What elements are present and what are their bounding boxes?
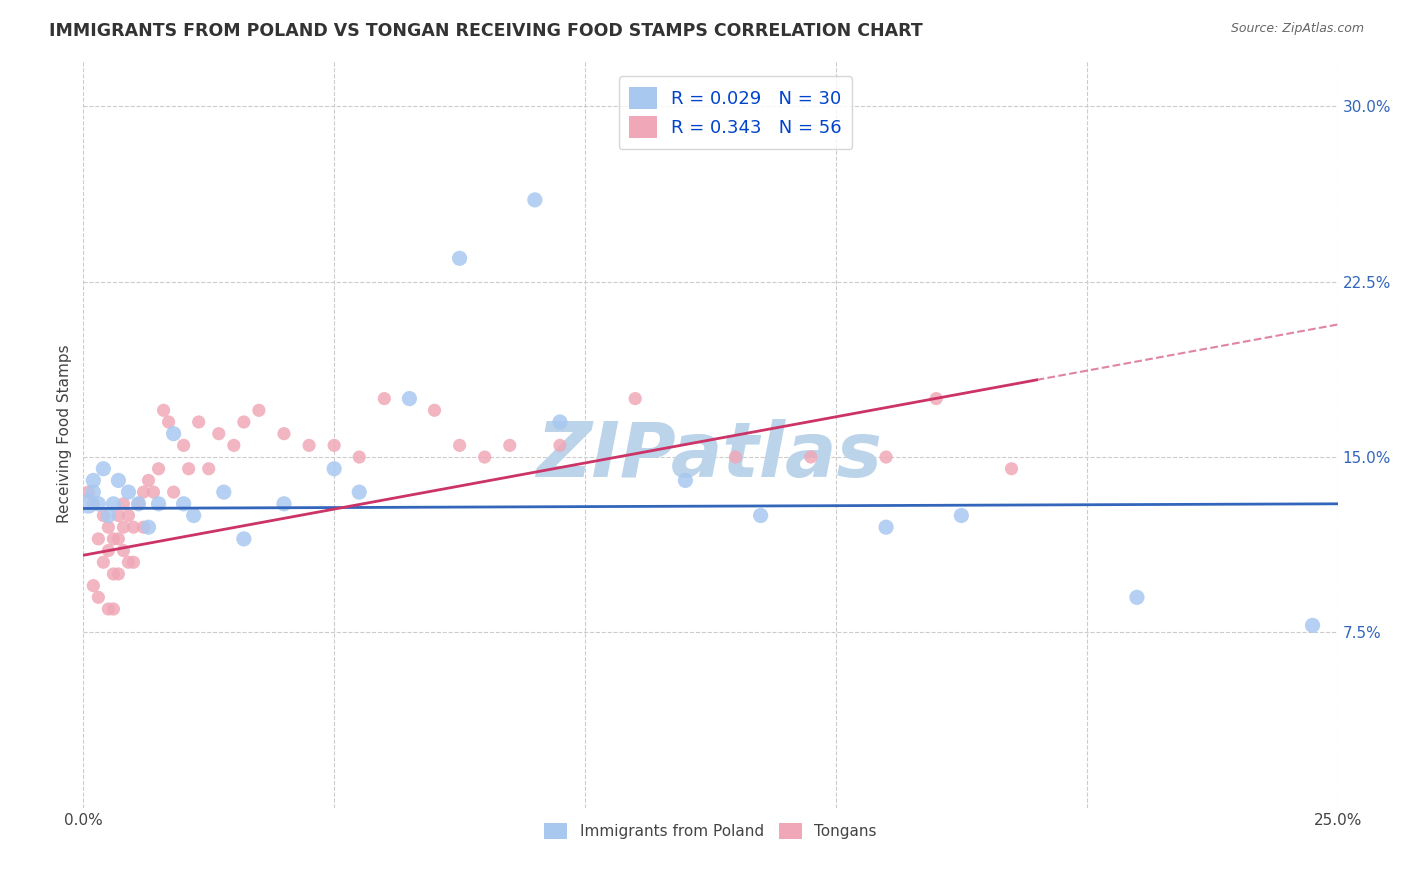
Point [103,497,125,511]
Point [148,497,170,511]
Point [208,426,231,441]
Point [373,392,395,406]
Point [247,403,270,417]
Text: Source: ZipAtlas.com: Source: ZipAtlas.com [1230,22,1364,36]
Point [82,579,104,593]
Point [197,461,219,475]
Point [183,508,205,523]
Point [162,426,184,441]
Point [132,485,155,500]
Point [117,485,139,500]
Point [138,520,160,534]
Point [127,497,149,511]
Point [474,450,496,464]
Point [127,497,149,511]
Point [800,450,823,464]
Point [423,403,446,417]
Point [107,474,129,488]
Point [122,555,145,569]
Point [87,532,110,546]
Point [724,450,747,464]
Point [875,520,897,534]
Point [82,497,104,511]
Point [177,461,200,475]
Legend: Immigrants from Poland, Tongans: Immigrants from Poland, Tongans [538,817,883,845]
Point [749,508,772,523]
Point [103,566,125,581]
Point [103,602,125,616]
Point [548,415,571,429]
Point [323,438,346,452]
Y-axis label: Receiving Food Stamps: Receiving Food Stamps [58,344,72,523]
Point [132,520,155,534]
Point [222,438,245,452]
Point [107,532,129,546]
Point [82,474,104,488]
Point [298,438,321,452]
Point [112,543,135,558]
Point [112,520,135,534]
Point [499,438,522,452]
Point [112,497,135,511]
Point [523,193,546,207]
Point [97,520,120,534]
Point [82,485,104,500]
Point [87,591,110,605]
Point [232,415,254,429]
Point [138,474,160,488]
Point [148,461,170,475]
Point [1126,591,1149,605]
Point [1000,461,1022,475]
Text: IMMIGRANTS FROM POLAND VS TONGAN RECEIVING FOOD STAMPS CORRELATION CHART: IMMIGRANTS FROM POLAND VS TONGAN RECEIVI… [49,22,922,40]
Point [107,508,129,523]
Point [77,485,100,500]
Point [187,415,209,429]
Point [449,438,471,452]
Point [87,497,110,511]
Point [673,474,696,488]
Point [449,252,471,266]
Point [349,450,371,464]
Point [117,508,139,523]
Point [548,438,571,452]
Point [349,485,371,500]
Point [950,508,973,523]
Point [173,438,195,452]
Point [93,461,115,475]
Point [93,508,115,523]
Point [925,392,948,406]
Text: ZIPatlas: ZIPatlas [537,419,883,493]
Point [273,426,295,441]
Point [323,461,346,475]
Point [1302,618,1324,632]
Point [107,566,129,581]
Point [152,403,174,417]
Point [624,392,647,406]
Point [875,450,897,464]
Point [142,485,165,500]
Point [173,497,195,511]
Point [122,520,145,534]
Point [93,555,115,569]
Point [97,543,120,558]
Point [77,497,100,511]
Point [273,497,295,511]
Point [162,485,184,500]
Point [97,508,120,523]
Point [157,415,180,429]
Point [232,532,254,546]
Point [398,392,420,406]
Point [103,532,125,546]
Point [212,485,235,500]
Point [97,602,120,616]
Point [117,555,139,569]
